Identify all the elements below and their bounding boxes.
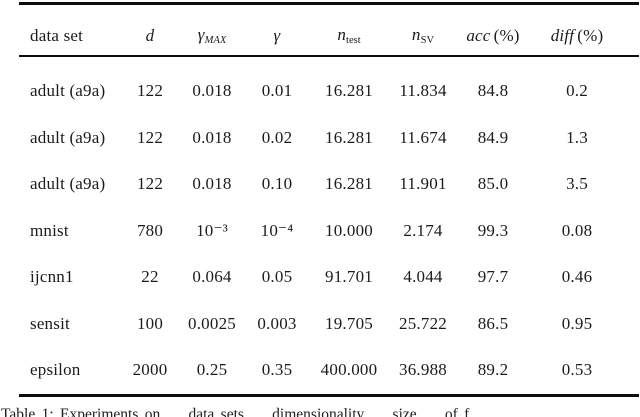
results-table: data set d γMAX γ ntest nSV acc (%) diff(… [19,0,639,397]
cell-n_test: 400.000 [320,360,378,380]
table-header-row: data set d γMAX γ ntest nSV acc (%) diff(… [19,5,639,55]
cell-n_sv: 2.174 [403,220,443,240]
cell-gamma: 0.02 [261,127,293,147]
cell-n_sv: 4.044 [403,267,443,287]
cell-gamma_max: 0.0025 [188,313,236,333]
table-caption: Table 1: Experiments on … data sets … di… [1,406,485,417]
cell-acc: 99.3 [477,220,509,240]
cell-gamma_max: 0.018 [192,81,232,101]
cell-acc: 85.0 [477,174,509,194]
cell-gamma_max: 0.25 [196,360,228,380]
cell-d: 2000 [132,360,168,380]
cell-gamma: 0.003 [257,313,297,333]
cell-gamma_max: 0.018 [192,174,232,194]
diff-percent-suffix: (%) [577,26,604,45]
n-test-symbol: n [337,25,347,45]
acc-label: acc [466,26,491,45]
cell-n_test: 16.281 [325,81,373,101]
table-row: adult (a9a) 122 0.018 0.10 16.281 11.901 85.0 3… [19,161,639,208]
gamma-max-subscript: MAX [204,35,227,46]
cell-acc: 84.8 [477,81,509,101]
cell-gamma: 0.05 [261,267,293,287]
cell-gamma_max: 0.064 [192,267,232,287]
cell-diff: 0.95 [561,313,593,333]
table-header-rule [19,55,639,57]
cell-acc: 84.9 [477,127,509,147]
diff-label: diff [550,26,575,45]
cell-gamma_max: 10⁻³ [196,220,228,240]
cell-dataset: mnist [30,220,69,240]
gamma-symbol: γ [273,26,281,45]
n-test-subscript: test [346,35,361,46]
cell-n_sv: 25.722 [399,313,447,333]
acc-percent-suffix: (%) [493,26,520,45]
cell-diff: 0.2 [566,81,588,101]
cell-d: 122 [136,127,164,147]
table-bottom-rule [19,393,639,397]
table-body: adult (a9a) 122 0.018 0.01 16.281 11.834 84.8 0… [19,57,639,394]
table-row: mnist 780 10⁻³ 10⁻⁴ 10.000 2.174 99.3 0.08 [19,208,639,255]
cell-dataset: adult (a9a) [30,81,106,101]
cell-d: 122 [136,174,164,194]
table-top-rule [19,2,639,5]
cell-gamma_max: 0.018 [192,127,232,147]
cell-acc: 89.2 [477,360,509,380]
cell-acc: 97.7 [477,267,509,287]
header-n-sv: nSV [388,25,458,46]
header-gamma-max: γMAX [180,25,244,46]
cell-diff: 0.46 [561,267,593,287]
cell-dataset: epsilon [30,360,81,380]
header-dataset-label: data set [30,26,84,45]
cell-d: 122 [136,81,164,101]
cell-dataset: adult (a9a) [30,174,106,194]
cell-n_sv: 11.834 [399,81,447,101]
cell-n_test: 91.701 [325,267,373,287]
cell-gamma: 0.01 [261,81,293,101]
cell-dataset: adult (a9a) [30,127,106,147]
header-dataset: data set [19,26,120,46]
cell-n_test: 19.705 [325,313,373,333]
cell-diff: 0.53 [561,360,593,380]
cell-d: 100 [136,313,164,333]
cell-gamma: 0.10 [261,174,293,194]
table-row: adult (a9a) 122 0.018 0.01 16.281 11.834 84.8 0… [19,68,639,115]
cell-diff: 3.5 [566,174,588,194]
table-row: ijcnn1 22 0.064 0.05 91.701 4.044 97.7 0.46 [19,254,639,301]
cell-d: 780 [136,220,164,240]
cell-n_test: 10.000 [325,220,373,240]
table-row: sensit 100 0.0025 0.003 19.705 25.722 86.5 0.95 [19,301,639,348]
header-d: d [120,26,180,46]
header-diff: diff (%) [528,26,639,46]
header-n-test: ntest [310,25,388,46]
cell-n_test: 16.281 [325,127,373,147]
cell-diff: 1.3 [566,127,588,147]
header-acc: acc (%) [458,26,528,46]
cell-dataset: sensit [30,313,70,333]
table-row: adult (a9a) 122 0.018 0.02 16.281 11.674 84.9 1… [19,115,639,162]
cell-diff: 0.08 [561,220,593,240]
table-row: epsilon 2000 0.25 0.35 400.000 36.988 89.2 0.53 [19,347,639,394]
n-sv-symbol: n [411,25,421,45]
cell-n_sv: 11.901 [399,174,447,194]
cell-dataset: ijcnn1 [30,267,74,287]
cell-n_sv: 36.988 [399,360,447,380]
cell-n_test: 16.281 [325,174,373,194]
cell-acc: 86.5 [477,313,509,333]
n-sv-subscript: SV [420,35,435,46]
gamma-max-symbol: γ [197,25,205,45]
cell-n_sv: 11.674 [399,127,447,147]
header-d-label: d [145,26,155,45]
cell-gamma: 10⁻⁴ [260,220,294,240]
header-gamma: γ [244,26,310,46]
cell-d: 22 [141,267,159,287]
cell-gamma: 0.35 [261,360,293,380]
